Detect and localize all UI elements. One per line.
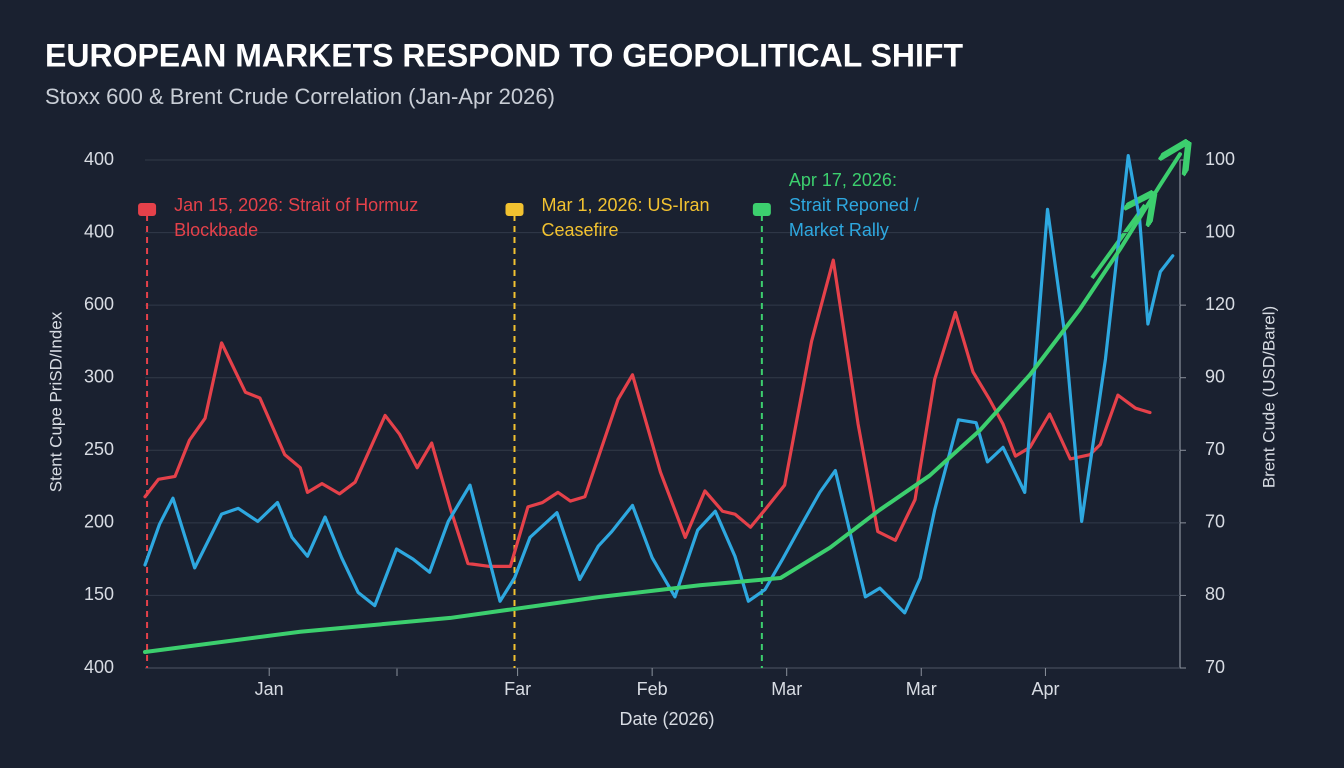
y2-tick-label: 70 <box>1205 657 1225 677</box>
y2-axis-label: Brent Cude (USD/Barel) <box>1259 306 1278 488</box>
plot-area: 400 150 200 250 300 600 400 400 70 80 70 70 90 120 100… <box>84 149 1235 699</box>
x-axis-label: Date (2026) <box>619 709 714 729</box>
y2-tick-label: 80 <box>1205 584 1225 604</box>
x-tick-label: Far <box>504 679 531 699</box>
annotation-text: Apr 17, 2026: <box>789 170 897 190</box>
y-tick-label: 300 <box>84 366 114 386</box>
y-tick-label: 400 <box>84 149 114 169</box>
y-tick-label: 400 <box>84 657 114 677</box>
y2-tick-label: 120 <box>1205 294 1235 314</box>
y2-tick-label: 100 <box>1205 149 1235 169</box>
data-line <box>143 154 1180 655</box>
y-tick-label: 200 <box>84 512 114 532</box>
y2-tick-label: 100 <box>1205 221 1235 241</box>
chart-title: EUROPEAN MARKETS RESPOND TO GEOPOLITICAL… <box>45 37 963 73</box>
x-tick-label: Jan <box>255 679 284 699</box>
data-line <box>143 258 1152 568</box>
y2-tick-label: 70 <box>1205 512 1225 532</box>
y2-tick-label: 70 <box>1205 439 1225 459</box>
annotation-icon <box>505 203 524 216</box>
y-axis-label: Stent Cupe PriSD/Index <box>46 311 65 492</box>
x-tick-label: Mar <box>906 679 937 699</box>
chart-subtitle: Stoxx 600 & Brent Crude Correlation (Jan… <box>45 84 555 109</box>
annotation-text: Jan 15, 2026: Strait of Hormuz <box>174 195 418 215</box>
annotation-text: Blockbade <box>174 220 258 240</box>
annotation-icon <box>752 203 771 216</box>
data-line <box>143 154 1175 615</box>
y-tick-label: 400 <box>84 221 114 241</box>
y2-tick-label: 90 <box>1205 366 1225 386</box>
annotation-text: Mar 1, 2026: US-Iran <box>541 195 709 215</box>
annotation-icon <box>138 203 157 216</box>
x-tick-label: Apr <box>1031 679 1059 699</box>
x-tick-label: Feb <box>637 679 668 699</box>
y-tick-label: 600 <box>84 294 114 314</box>
annotation-text: Strait Reponed / <box>789 195 919 215</box>
annotation-text: Ceasefire <box>541 220 618 240</box>
y-tick-label: 150 <box>84 584 114 604</box>
y-tick-label: 250 <box>84 439 114 459</box>
x-tick-label: Mar <box>771 679 802 699</box>
annotation-text: Market Rally <box>789 220 889 240</box>
